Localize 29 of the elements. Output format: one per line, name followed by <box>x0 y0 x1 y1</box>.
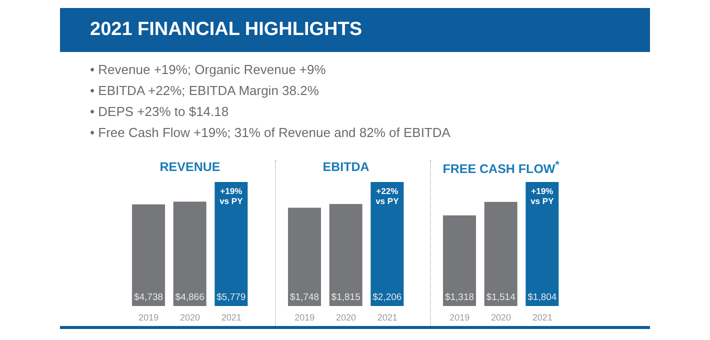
text: • DEPS +23% to $14.18 <box>90 104 230 119</box>
annotation: +19% vs PY <box>530 186 554 206</box>
data-label: $4,866 <box>175 292 204 303</box>
x-tick-label: 2019 <box>138 312 159 322</box>
annotation: +19% vs PY <box>220 186 244 206</box>
text: • Revenue +19%; Organic Revenue +9% <box>90 62 327 77</box>
text: • EBITDA +22%; EBITDA Margin 38.2% <box>90 83 320 98</box>
x-tick-label: 2020 <box>180 312 200 322</box>
data-label: $1,748 <box>290 292 320 303</box>
data-label: $1,514 <box>486 292 516 303</box>
data-label: $1,804 <box>528 292 557 303</box>
data-label: $2,206 <box>372 292 402 303</box>
x-tick-label: 2019 <box>450 312 470 322</box>
x-tick-label: 2021 <box>221 312 242 322</box>
data-label: $4,738 <box>134 292 164 303</box>
text: 2021 FINANCIAL HIGHLIGHTS <box>90 19 362 41</box>
x-tick-label: 2019 <box>294 312 315 322</box>
x-tick-label: 2021 <box>532 312 552 322</box>
data-label: $1,815 <box>331 292 360 303</box>
data-label: $1,318 <box>444 292 474 303</box>
x-tick-label: 2020 <box>490 312 512 322</box>
text: • Free Cash Flow +19%; 31% of Revenue and 82% of EBITDA <box>90 125 452 140</box>
annotation: +22% vs PY <box>376 186 400 206</box>
chart-title: EBITDA <box>322 160 370 176</box>
data-label: $5,779 <box>216 292 246 303</box>
x-tick-label: 2020 <box>336 312 356 322</box>
chart-title: FREE CASH FLOW$^{*}$ <box>442 160 560 178</box>
x-tick-label: 2021 <box>377 312 398 322</box>
chart-title: REVENUE <box>158 160 222 176</box>
